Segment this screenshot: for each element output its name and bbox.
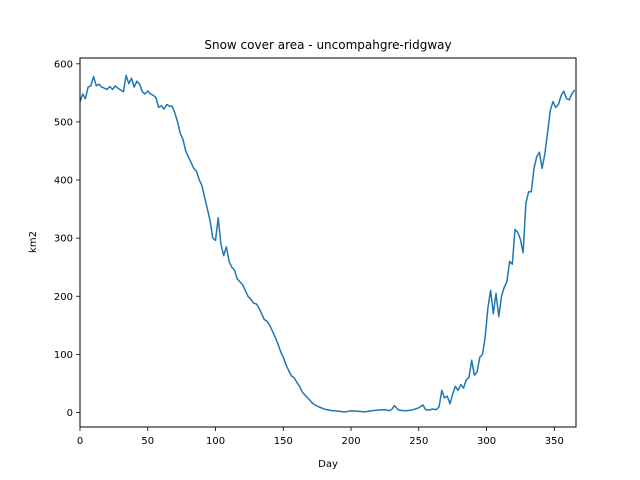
y-axis-label: km2	[28, 231, 39, 253]
y-tick-label: 400	[54, 176, 73, 187]
x-tick-label: 100	[206, 436, 225, 447]
x-tick-label: 50	[141, 436, 154, 447]
series-line-0	[79, 74, 576, 413]
x-axis-ticks: 0 50 100 150 200 250 300 350	[77, 427, 564, 447]
y-tick-label: 200	[54, 292, 73, 303]
x-axis-label: Day	[318, 459, 338, 470]
chart-title: Snow cover area - uncompahgre-ridgway	[204, 38, 451, 52]
y-tick-label: 600	[54, 59, 73, 70]
plot-frame	[79, 57, 577, 428]
y-tick-label: 500	[54, 117, 73, 128]
x-tick-label: 350	[545, 436, 564, 447]
plot-area	[79, 74, 576, 413]
x-tick-label: 150	[274, 436, 293, 447]
y-tick-label: 300	[54, 234, 73, 245]
y-axis-ticks: 0 100 200 300 400 500 600	[54, 59, 80, 419]
y-tick-label: 100	[54, 350, 73, 361]
x-tick-label: 0	[77, 436, 83, 447]
x-tick-label: 250	[409, 436, 428, 447]
y-tick-label: 0	[67, 408, 73, 419]
x-tick-label: 200	[341, 436, 360, 447]
x-tick-label: 300	[477, 436, 496, 447]
